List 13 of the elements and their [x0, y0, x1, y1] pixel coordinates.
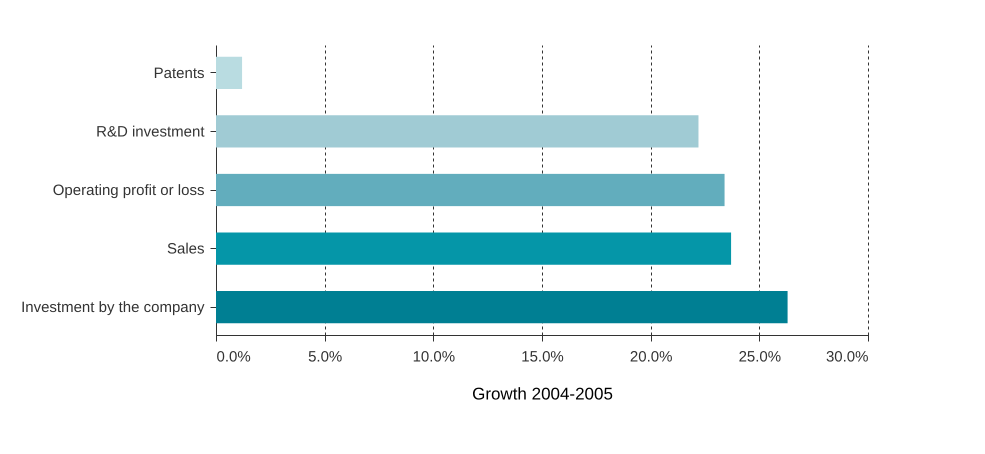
x-tick-label: 25.0% [738, 348, 782, 366]
y-tick-label: Sales [166, 240, 204, 258]
x-tick-label: 0.0% [216, 348, 251, 366]
x-axis-title: Growth 2004-2005 [472, 384, 613, 404]
y-tick-label: Investment by the company [21, 299, 205, 316]
x-tick-label: 5.0% [308, 348, 342, 366]
x-tick-label: 10.0% [412, 348, 456, 366]
y-tick-label: R&D investment [96, 123, 206, 140]
x-tick-label: 20.0% [630, 348, 672, 366]
x-tick-label: 15.0% [521, 348, 564, 366]
y-tick-label: Patents [154, 64, 204, 82]
x-tick-label: 30.0% [826, 348, 868, 366]
y-tick-label: Operating profit or loss [52, 182, 204, 199]
